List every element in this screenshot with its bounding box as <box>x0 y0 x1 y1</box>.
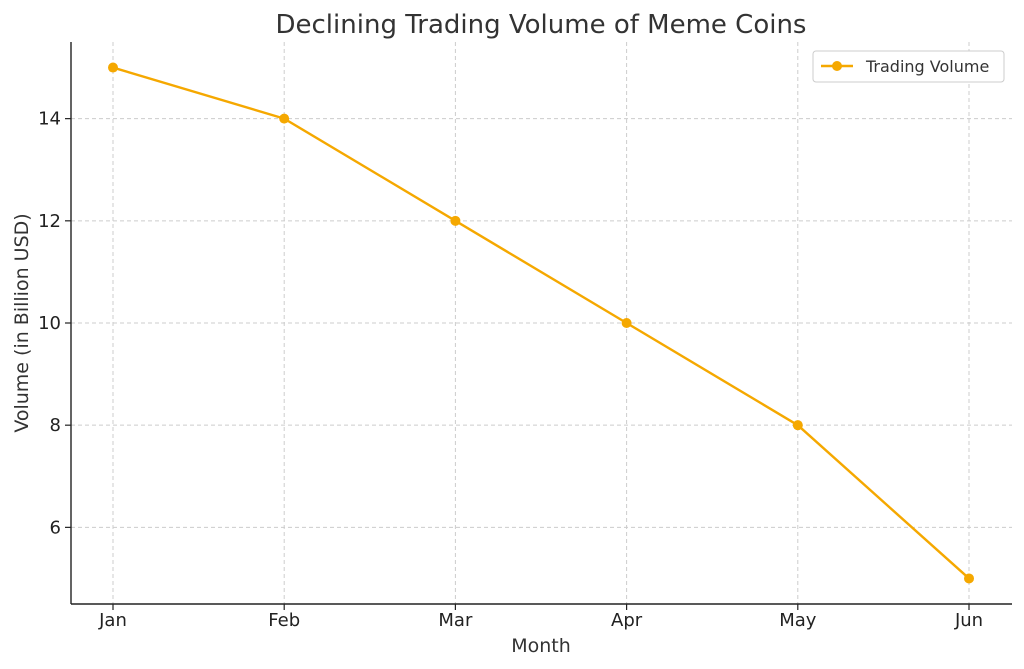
legend-box <box>812 50 1005 83</box>
x-tick-label: Jun <box>954 610 983 631</box>
x-tick-label: Jan <box>98 610 127 631</box>
series-layer <box>108 62 974 584</box>
legend-marker-swatch <box>832 61 842 71</box>
y-tick-label: 8 <box>50 415 61 436</box>
data-point <box>108 62 118 73</box>
y-axis-label: Volume (in Billion USD) <box>11 213 33 432</box>
x-tick-label: Apr <box>611 610 643 631</box>
y-tick-label: 14 <box>38 109 61 130</box>
data-point <box>792 420 803 431</box>
y-tick-label: 6 <box>50 517 61 538</box>
y-tick-label: 10 <box>38 313 61 334</box>
y-ticks: 6 8 10 12 14 <box>38 109 71 538</box>
series-line <box>112 66 970 580</box>
data-point <box>964 573 974 584</box>
x-tick-label: Feb <box>268 610 300 631</box>
y-gridlines <box>71 118 1012 528</box>
x-ticks: Jan Feb Mar Apr May Jun <box>98 604 983 631</box>
data-point <box>279 113 290 124</box>
x-axis-label: Month <box>511 635 571 657</box>
y-tick-label: 12 <box>38 211 61 232</box>
x-tick-label: May <box>779 610 817 631</box>
data-point <box>621 318 632 328</box>
legend-label: Trading Volume <box>865 57 989 76</box>
legend: Trading Volume <box>812 50 1005 83</box>
data-point <box>450 215 461 226</box>
chart-title: Declining Trading Volume of Meme Coins <box>276 10 807 40</box>
x-tick-label: Mar <box>438 610 473 631</box>
